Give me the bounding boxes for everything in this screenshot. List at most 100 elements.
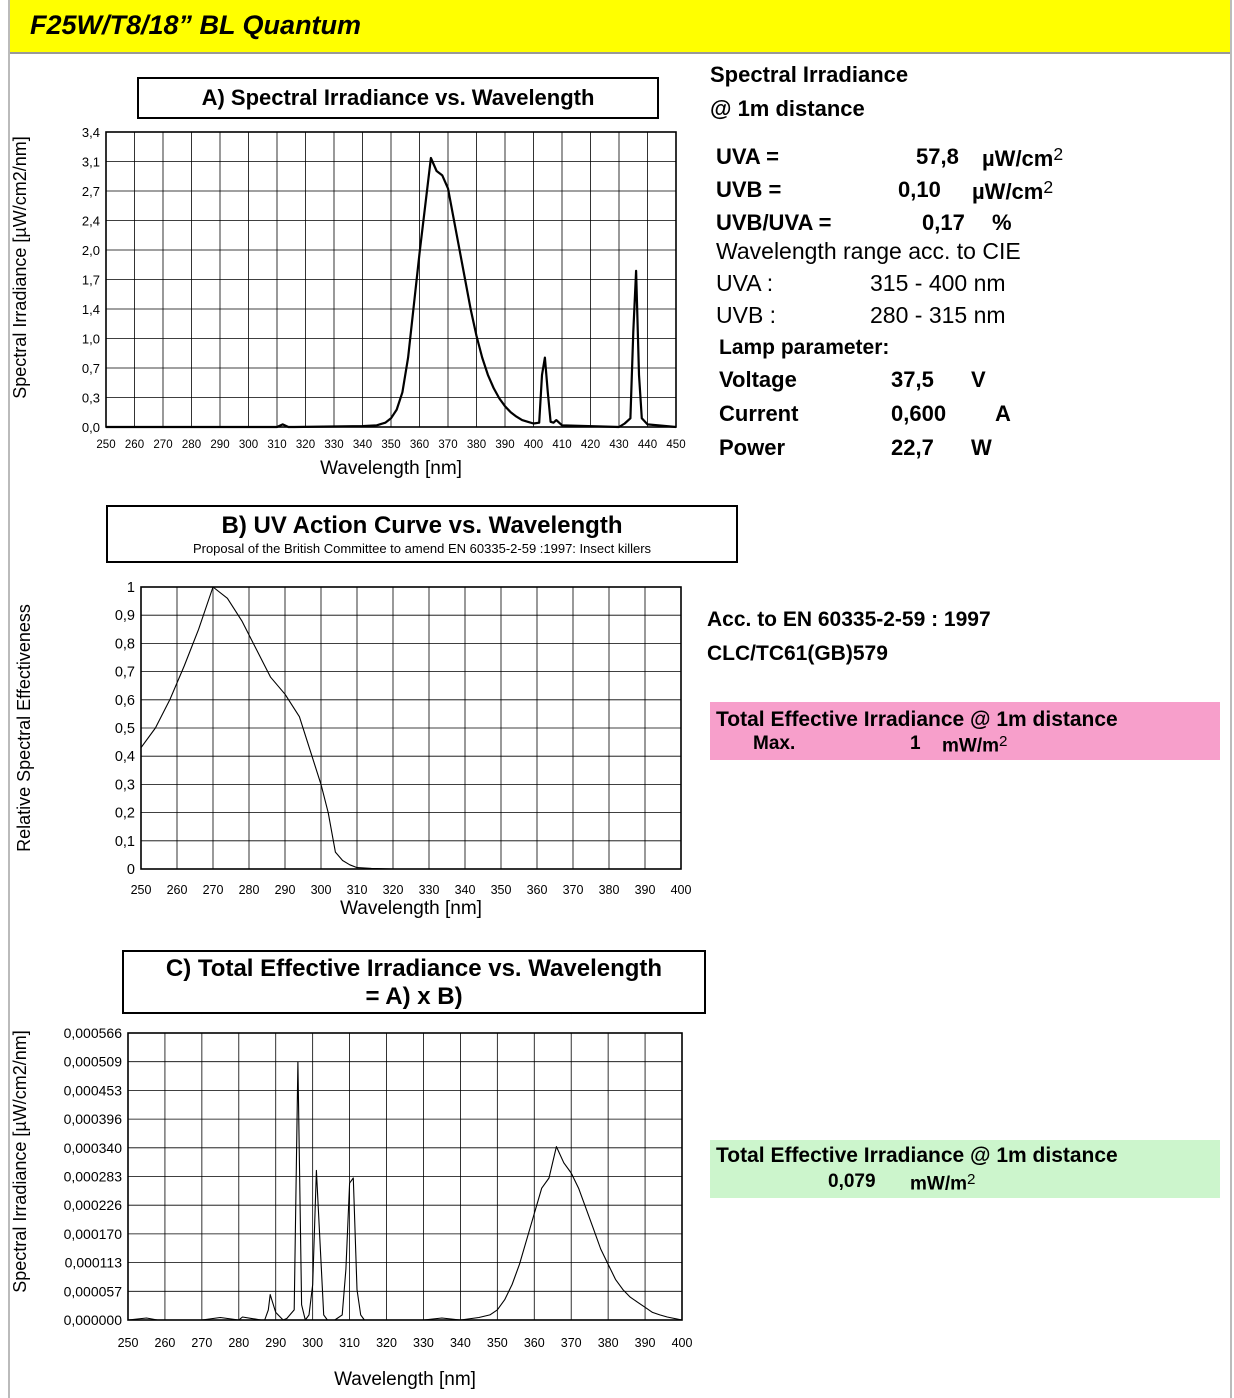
chart-c-xtick-label: 360 xyxy=(524,1336,545,1350)
chart-b-y-axis-title: Relative Spectral Effectiveness xyxy=(14,604,34,852)
chart-a-xtick-label: 440 xyxy=(638,439,657,451)
voltage-unit: V xyxy=(971,367,986,392)
chart-a-xtick-label: 330 xyxy=(324,439,343,451)
chart-c-xtick-label: 400 xyxy=(672,1336,693,1350)
chart-b-ytick-label: 1 xyxy=(127,580,135,596)
chart-c-xtick-label: 270 xyxy=(191,1336,212,1350)
chart-c-xtick-label: 390 xyxy=(635,1336,656,1350)
chart-c-x-axis-title: Wavelength [nm] xyxy=(334,1369,476,1390)
chart-a-xtick-label: 410 xyxy=(552,439,571,451)
power-value: 22,7 xyxy=(891,435,934,460)
chart-b-ytick-label: 0,5 xyxy=(115,721,135,737)
panel-b-max-unit: mW/m2 xyxy=(942,733,1007,757)
chart-a-xtick-label: 450 xyxy=(666,439,685,451)
chart-b-xtick-label: 310 xyxy=(347,883,368,897)
chart-a-plot-frame xyxy=(105,131,677,428)
chart-c-ytick-label: 0,000057 xyxy=(64,1283,123,1299)
chart-c-xtick-label: 290 xyxy=(265,1336,286,1350)
chart-b-xtick-label: 280 xyxy=(239,883,260,897)
panel-a-heading2: @ 1m distance xyxy=(710,96,865,121)
chart-a-ytick-label: 0,3 xyxy=(82,391,100,406)
panel-b-ref2: CLC/TC61(GB)579 xyxy=(707,642,888,665)
uva-range-value: 315 - 400 nm xyxy=(870,270,1006,296)
uvb-value: 0,10 xyxy=(898,177,941,202)
chart-c-xtick-label: 260 xyxy=(155,1336,176,1350)
ratio-value: 0,17 xyxy=(922,210,965,235)
uvb-range-value: 280 - 315 nm xyxy=(870,302,1006,328)
panel-c-unit: mW/m2 xyxy=(910,1171,975,1195)
voltage-label: Voltage xyxy=(719,367,797,392)
chart-b-xtick-label: 370 xyxy=(563,883,584,897)
chart-a-xtick-label: 310 xyxy=(267,439,286,451)
chart-b-title-box: B) UV Action Curve vs. Wavelength Propos… xyxy=(106,505,738,563)
chart-a-ytick-label: 2,7 xyxy=(82,184,100,199)
chart-b-x-axis-title: Wavelength [nm] xyxy=(340,898,482,919)
chart-a-xtick-label: 420 xyxy=(581,439,600,451)
chart-a-xtick-label: 270 xyxy=(153,439,172,451)
chart-c-xtick-label: 280 xyxy=(228,1336,249,1350)
chart-b-xtick-label: 390 xyxy=(635,883,656,897)
chart-a-xtick-label: 250 xyxy=(96,439,115,451)
chart-a-xtick-label: 280 xyxy=(182,439,201,451)
chart-a-ytick-label: 2,0 xyxy=(82,243,100,258)
uva-value: 57,8 xyxy=(916,144,959,169)
chart-a-ytick-label: 2,4 xyxy=(82,214,100,229)
chart-a-title-box: A) Spectral Irradiance vs. Wavelength xyxy=(137,77,659,119)
panel-c-unit-sup: 2 xyxy=(967,1171,976,1188)
chart-c-ytick-label: 0,000509 xyxy=(64,1054,123,1070)
chart-b-ytick-label: 0,6 xyxy=(115,693,135,709)
chart-c-xtick-label: 350 xyxy=(487,1336,508,1350)
power-label: Power xyxy=(719,435,786,460)
uvb-unit-sup: 2 xyxy=(1043,177,1054,197)
page: F25W/T8/18” BL Quantum xyxy=(8,0,1232,1398)
uvb-label: UVB = xyxy=(716,177,782,202)
chart-b-subtitle: Proposal of the British Committee to ame… xyxy=(192,541,652,556)
chart-a-xtick-label: 370 xyxy=(438,439,457,451)
uvb-unit-text: µW/cm xyxy=(972,179,1044,205)
lamp-heading: Lamp parameter: xyxy=(719,336,890,359)
chart-b-ytick-label: 0,3 xyxy=(115,777,135,793)
chart-b-series-line xyxy=(140,586,681,870)
chart-b-title: B) UV Action Curve vs. Wavelength xyxy=(221,512,623,539)
chart-c-title: C) Total Effective Irradiance vs. Wavele… xyxy=(165,955,663,982)
chart-c-ytick-label: 0,000226 xyxy=(64,1197,123,1213)
chart-a-xtick-label: 340 xyxy=(353,439,372,451)
ratio-label: UVB/UVA = xyxy=(716,210,832,235)
chart-c-ytick-label: 0,000396 xyxy=(64,1111,123,1127)
panel-b-ref1: Acc. to EN 60335-2-59 : 1997 xyxy=(707,608,991,631)
chart-c-subtitle: = A) x B) xyxy=(365,983,463,1010)
chart-b-xtick-label: 300 xyxy=(311,883,332,897)
power-unit: W xyxy=(971,435,992,460)
chart-a-ytick-label: 1,7 xyxy=(82,273,100,288)
header-bar: F25W/T8/18” BL Quantum xyxy=(10,0,1230,54)
current-unit: A xyxy=(995,401,1011,426)
chart-c-xtick-label: 340 xyxy=(450,1336,471,1350)
chart-a-xtick-label: 380 xyxy=(467,439,486,451)
chart-c: 250 260 270 280 290 300 310 320 330 340 350 360 370 3… xyxy=(10,1025,693,1390)
panel-b-max-unit-text: mW/m xyxy=(942,735,999,757)
chart-b-xtick-label: 290 xyxy=(275,883,296,897)
chart-a-ytick-label: 1,0 xyxy=(82,332,100,347)
chart-c-xtick-label: 310 xyxy=(339,1336,360,1350)
uva-label: UVA = xyxy=(716,144,779,169)
ratio-unit: % xyxy=(992,210,1012,235)
chart-b-xtick-label: 340 xyxy=(455,883,476,897)
panel-a-heading1: Spectral Irradiance xyxy=(710,62,909,87)
chart-b-xtick-label: 260 xyxy=(167,883,188,897)
chart-a-ytick-label: 0,0 xyxy=(82,420,100,435)
chart-b-xtick-label: 380 xyxy=(599,883,620,897)
uvb-range-label: UVB : xyxy=(716,302,777,328)
voltage-value: 37,5 xyxy=(891,367,934,392)
chart-b: 250 260 270 280 290 300 310 320 330 340 350 360 370 3… xyxy=(14,580,691,919)
chart-a-x-axis-title: Wavelength [nm] xyxy=(320,458,462,479)
chart-a-ytick-label: 0,7 xyxy=(82,361,100,376)
chart-c-y-axis-title: Spectral Irradiance [µW/cm2/nm] xyxy=(10,1030,30,1292)
current-value: 0,600 xyxy=(891,401,947,426)
chart-b-xtick-label: 350 xyxy=(491,883,512,897)
current-label: Current xyxy=(719,401,799,426)
chart-b-xtick-label: 330 xyxy=(419,883,440,897)
chart-a-xtick-label: 360 xyxy=(410,439,429,451)
chart-b-ytick-label: 0,2 xyxy=(115,806,135,822)
chart-a-xtick-label: 260 xyxy=(125,439,144,451)
panel-b-highlight: Total Effective Irradiance @ 1m distance… xyxy=(710,702,1220,760)
